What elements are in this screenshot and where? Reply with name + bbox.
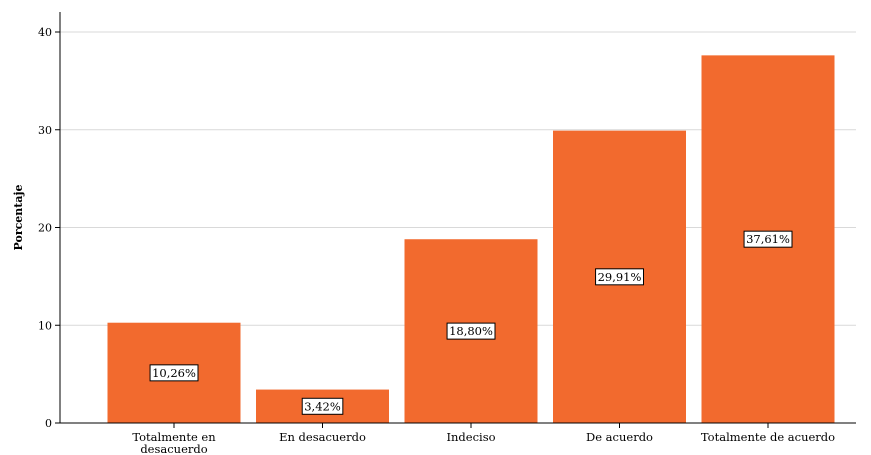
data-label: 37,61% xyxy=(743,230,793,248)
x-category-label: Totalmente en desacuerdo xyxy=(132,430,216,455)
x-category-label: En desacuerdo xyxy=(279,430,366,444)
x-category-label: Totalmente de acuerdo xyxy=(701,430,835,444)
x-category-labels: Totalmente en desacuerdo En desacuerdo Inde… xyxy=(132,430,835,455)
y-tick-labels: 0 10 20 30 40 xyxy=(38,26,52,430)
y-tick-label: 0 xyxy=(45,417,52,430)
data-label: 10,26% xyxy=(149,364,199,382)
data-label-text: 37,61% xyxy=(746,232,790,246)
data-label-box xyxy=(446,322,496,340)
data-label-box xyxy=(595,268,644,286)
data-label: 18,80% xyxy=(446,322,496,340)
data-label: 29,91% xyxy=(595,268,644,286)
y-tick-label: 20 xyxy=(38,222,52,235)
data-labels: 10,26% 3,42% 18,80% 29,91% 37,61% xyxy=(149,230,793,415)
data-label-text: 29,91% xyxy=(598,270,642,284)
data-label-box xyxy=(149,364,199,382)
axes xyxy=(55,12,856,428)
x-category-label: De acuerdo xyxy=(586,430,653,444)
data-label: 3,42% xyxy=(301,397,344,415)
data-label-text: 10,26% xyxy=(152,366,196,380)
y-tick-label: 40 xyxy=(38,26,52,39)
data-label-text: 3,42% xyxy=(304,399,341,413)
y-axis-title: Porcentaje xyxy=(12,185,25,251)
y-tick-label: 30 xyxy=(38,124,52,137)
data-label-box xyxy=(743,230,793,248)
data-label-text: 18,80% xyxy=(449,324,493,338)
y-tick-label: 10 xyxy=(38,319,52,332)
bars xyxy=(107,55,835,424)
data-label-box xyxy=(301,397,344,415)
x-category-label: Indeciso xyxy=(446,430,495,444)
